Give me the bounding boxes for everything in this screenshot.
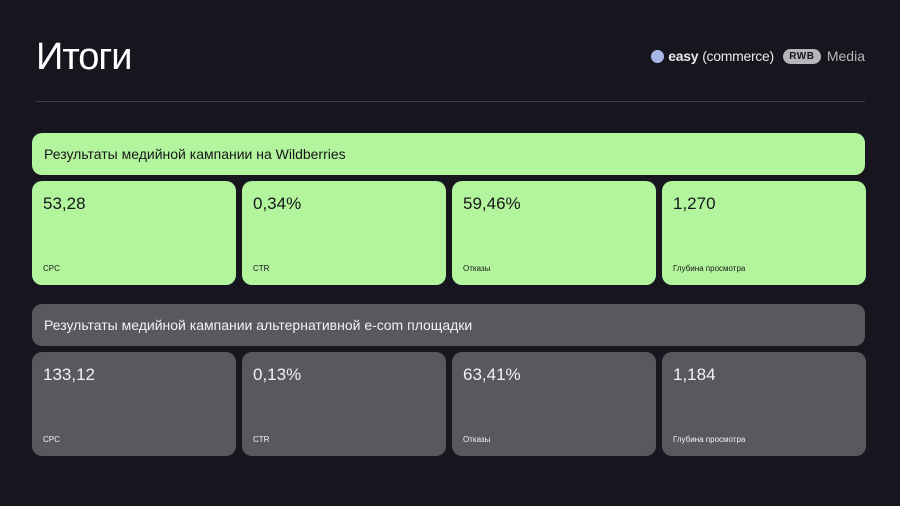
alt-metrics-row: 133,12 CPC 0,13% CTR 63,41% Отказы 1,184… bbox=[32, 352, 866, 456]
wb-metric-card-ctr: 0,34% CTR bbox=[242, 181, 446, 285]
easy-commerce-logo-text-suffix: (commerce) bbox=[702, 48, 774, 64]
page-title: Итоги bbox=[36, 36, 133, 78]
easy-commerce-logo-text-prefix: easy bbox=[668, 48, 699, 64]
metric-value: 0,13% bbox=[253, 365, 302, 384]
alt-metric-card-ctr: 0,13% CTR bbox=[242, 352, 446, 456]
rwb-logo-icon: RWB bbox=[782, 48, 821, 64]
metric-value: 63,41% bbox=[463, 365, 521, 384]
metric-label: Отказы bbox=[463, 435, 491, 444]
alt-metric-card-bounces: 63,41% Отказы bbox=[452, 352, 656, 456]
metric-label: CTR bbox=[253, 264, 270, 273]
metric-value: 133,12 bbox=[43, 365, 95, 384]
metric-value: 53,28 bbox=[43, 194, 86, 213]
metric-label: CTR bbox=[253, 435, 270, 444]
metric-label: Глубина просмотра bbox=[673, 435, 746, 444]
header-divider bbox=[36, 101, 865, 102]
metric-value: 1,184 bbox=[673, 365, 716, 384]
rwb-media-logo: RWB Media bbox=[782, 48, 865, 64]
partner-logos: easy (commerce) RWB Media bbox=[651, 48, 865, 64]
easy-commerce-logo-icon bbox=[651, 49, 665, 63]
metric-label: CPC bbox=[43, 435, 60, 444]
wb-metrics-row: 53,28 CPC 0,34% CTR 59,46% Отказы 1,270 … bbox=[32, 181, 866, 285]
metric-value: 59,46% bbox=[463, 194, 521, 213]
metric-label: Глубина просмотра bbox=[673, 264, 746, 273]
wb-metric-card-depth: 1,270 Глубина просмотра bbox=[662, 181, 866, 285]
metric-value: 1,270 bbox=[673, 194, 716, 213]
metric-label: CPC bbox=[43, 264, 60, 273]
alt-section-heading: Результаты медийной кампании альтернатив… bbox=[32, 304, 865, 346]
metric-value: 0,34% bbox=[253, 194, 302, 213]
alt-metric-card-depth: 1,184 Глубина просмотра bbox=[662, 352, 866, 456]
wb-section-heading: Результаты медийной кампании на Wildberr… bbox=[32, 133, 865, 175]
easy-commerce-logo: easy (commerce) bbox=[651, 48, 774, 64]
metric-label: Отказы bbox=[463, 264, 491, 273]
wb-metric-card-bounces: 59,46% Отказы bbox=[452, 181, 656, 285]
alt-metric-card-cpc: 133,12 CPC bbox=[32, 352, 236, 456]
rwb-media-logo-text: Media bbox=[826, 48, 865, 64]
wb-metric-card-cpc: 53,28 CPC bbox=[32, 181, 236, 285]
